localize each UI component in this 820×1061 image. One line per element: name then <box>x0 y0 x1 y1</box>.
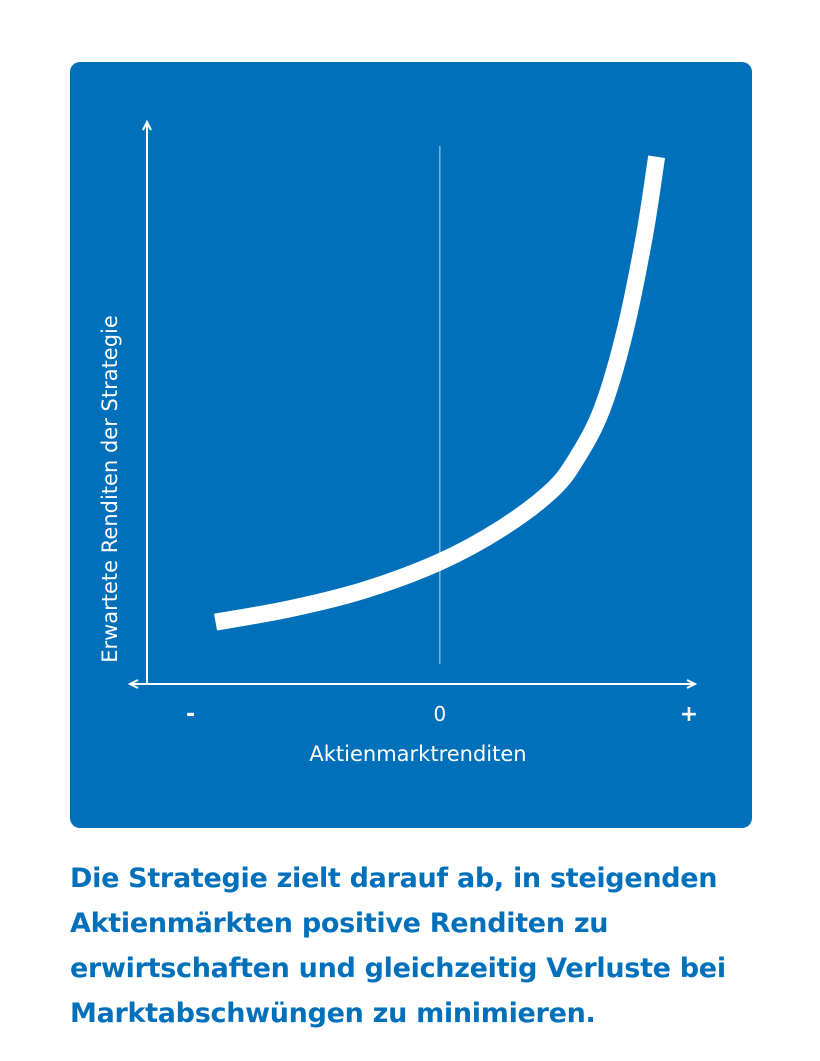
x-tick-labels: - 0 + <box>186 702 698 727</box>
chart-panel: - 0 + Aktienmarktrenditen Erwartete Rendit… <box>70 62 752 828</box>
chart: - 0 + Aktienmarktrenditen Erwartete Rendit… <box>70 62 752 828</box>
y-axis-arrow <box>142 119 152 131</box>
x-axis-arrow-left <box>127 679 139 689</box>
series-line <box>214 155 666 631</box>
x-axis-label: Aktienmarktrenditen <box>309 742 526 766</box>
axes <box>127 119 698 689</box>
x-tick-label: 0 <box>433 702 446 726</box>
x-tick-label: + <box>680 702 698 727</box>
x-axis-arrow-right <box>686 679 698 689</box>
caption: Die Strategie zielt darauf ab, in steige… <box>70 863 726 1029</box>
x-tick-label: - <box>186 702 195 727</box>
chart-background <box>70 62 752 828</box>
y-axis-label: Erwartete Renditen der Strategie <box>98 315 122 663</box>
